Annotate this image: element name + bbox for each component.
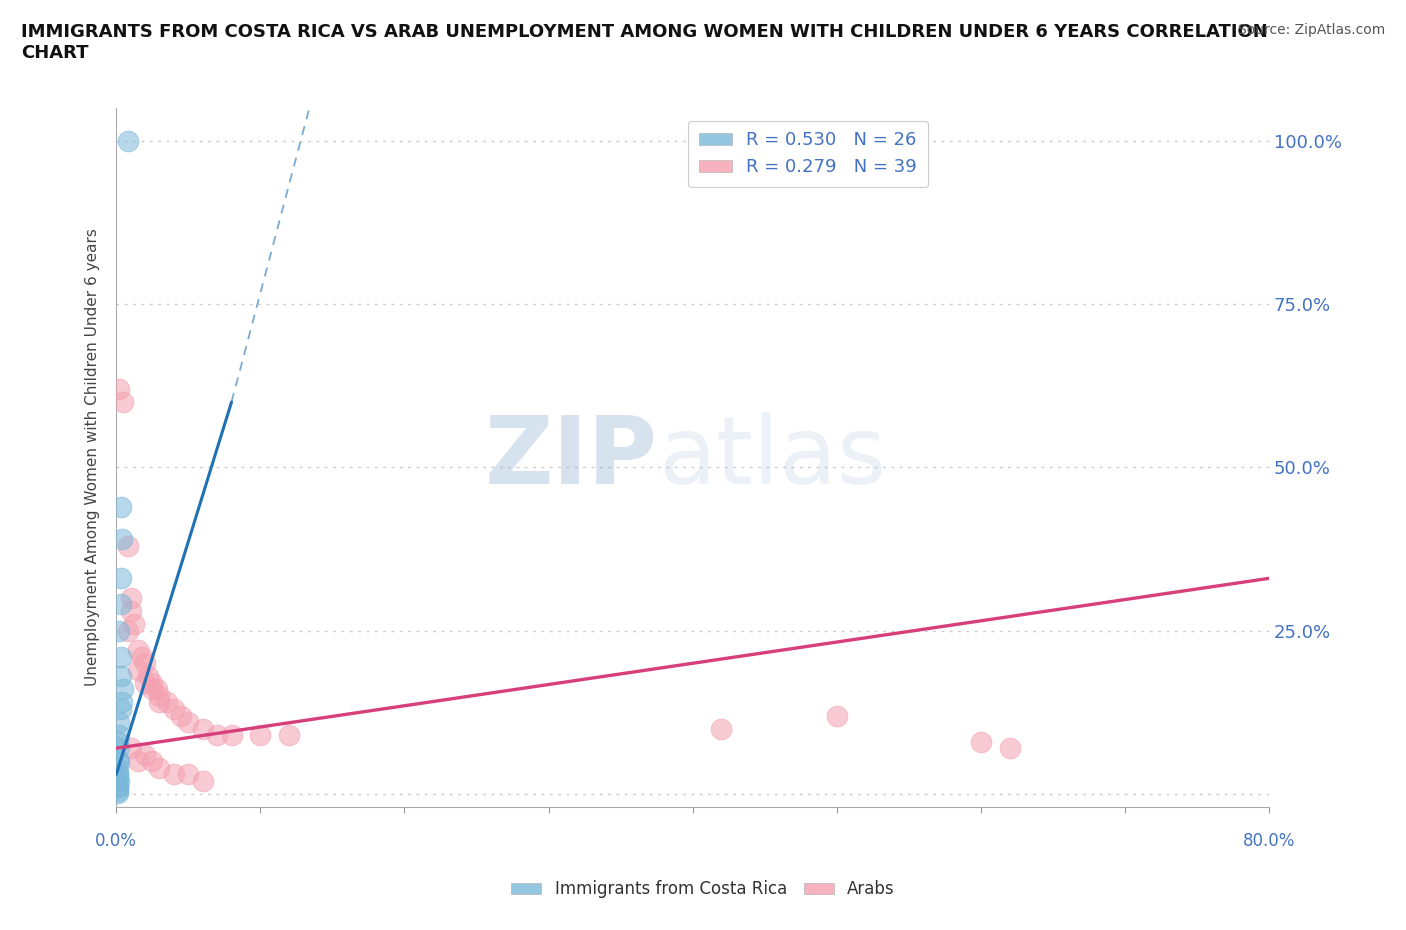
Legend: R = 0.530   N = 26, R = 0.279   N = 39: R = 0.530 N = 26, R = 0.279 N = 39 (688, 121, 928, 187)
Point (163, 767, 186, 782)
Point (110, 499, 132, 514)
Text: Source: ZipAtlas.com: Source: ZipAtlas.com (1237, 23, 1385, 37)
Point (107, 780, 129, 795)
Point (156, 695, 179, 710)
Point (191, 774, 214, 789)
Point (111, 695, 134, 710)
Point (108, 741, 131, 756)
Point (141, 754, 163, 769)
Text: 0.0%: 0.0% (96, 832, 138, 850)
Point (110, 649, 132, 664)
Point (107, 761, 129, 776)
Point (131, 649, 153, 664)
Point (120, 604, 142, 618)
Point (108, 754, 131, 769)
Point (163, 701, 186, 716)
Point (107, 767, 129, 782)
Point (141, 682, 163, 697)
Point (127, 662, 149, 677)
Point (120, 591, 142, 605)
Point (177, 714, 200, 729)
Point (110, 669, 132, 684)
Point (710, 721, 733, 736)
Point (970, 735, 993, 750)
Point (145, 682, 167, 697)
Point (107, 785, 129, 800)
Point (249, 727, 271, 742)
Point (221, 727, 243, 742)
Point (127, 643, 149, 658)
Point (148, 761, 170, 776)
Point (170, 708, 193, 723)
Point (205, 727, 228, 742)
Point (148, 695, 170, 710)
Point (134, 748, 156, 763)
Point (108, 727, 131, 742)
Point (134, 656, 156, 671)
Point (122, 617, 145, 631)
Point (112, 394, 135, 409)
Point (107, 767, 129, 782)
Point (108, 381, 131, 396)
Point (191, 721, 214, 736)
Point (108, 774, 131, 789)
Point (110, 571, 132, 586)
Text: atlas: atlas (658, 411, 886, 503)
Point (107, 735, 129, 750)
Point (127, 754, 149, 769)
Point (136, 669, 159, 684)
Point (108, 623, 131, 638)
Point (117, 538, 139, 553)
Point (108, 714, 131, 729)
Point (112, 682, 135, 697)
Point (134, 675, 156, 690)
Y-axis label: Unemployment Among Women with Children Under 6 years: Unemployment Among Women with Children U… (86, 229, 100, 686)
Point (148, 688, 170, 703)
Point (107, 754, 129, 769)
Text: 80.0%: 80.0% (1243, 832, 1295, 850)
Text: ZIP: ZIP (485, 411, 658, 503)
Point (117, 623, 139, 638)
Legend: Immigrants from Costa Rica, Arabs: Immigrants from Costa Rica, Arabs (505, 873, 901, 905)
Point (117, 133, 139, 148)
Point (107, 780, 129, 795)
Point (825, 708, 848, 723)
Point (111, 532, 134, 547)
Point (110, 701, 132, 716)
Point (107, 774, 129, 789)
Point (278, 727, 301, 742)
Point (120, 741, 142, 756)
Point (110, 597, 132, 612)
Text: IMMIGRANTS FROM COSTA RICA VS ARAB UNEMPLOYMENT AMONG WOMEN WITH CHILDREN UNDER : IMMIGRANTS FROM COSTA RICA VS ARAB UNEMP… (21, 23, 1268, 62)
Point (107, 783, 129, 798)
Point (141, 675, 163, 690)
Point (998, 741, 1021, 756)
Point (177, 767, 200, 782)
